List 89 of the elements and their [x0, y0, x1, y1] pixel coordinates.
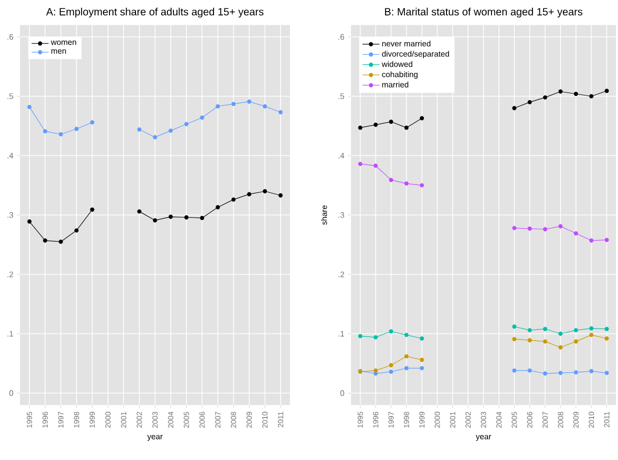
point [528, 368, 532, 373]
point [43, 129, 48, 134]
point [589, 238, 594, 243]
point [90, 120, 94, 124]
point [528, 328, 532, 332]
point [420, 336, 424, 341]
point [27, 219, 32, 224]
point [558, 224, 563, 228]
point [574, 231, 578, 236]
point [574, 339, 578, 344]
point [388, 329, 394, 334]
point [388, 178, 394, 182]
point [404, 181, 409, 186]
point [374, 122, 378, 127]
point [152, 218, 158, 222]
point [404, 332, 409, 338]
point [543, 371, 548, 376]
point [137, 127, 142, 132]
point [574, 328, 578, 332]
point [388, 370, 394, 374]
point [604, 336, 609, 341]
point [58, 132, 63, 136]
point [528, 338, 532, 342]
point [604, 238, 609, 242]
point [374, 368, 378, 373]
point [247, 99, 252, 104]
point [574, 92, 578, 96]
point [231, 197, 236, 202]
point [420, 183, 424, 188]
point [200, 216, 204, 220]
point [574, 370, 578, 374]
point [512, 226, 516, 230]
point [231, 102, 236, 106]
point [278, 193, 283, 198]
point [184, 215, 189, 220]
point [262, 189, 267, 194]
point [528, 226, 532, 231]
point [358, 162, 362, 166]
point [512, 324, 516, 329]
point [589, 326, 594, 330]
point [74, 228, 79, 233]
point [216, 104, 220, 108]
point [420, 366, 424, 370]
point [374, 164, 378, 168]
point [90, 208, 94, 212]
point [512, 336, 516, 342]
point [358, 334, 362, 338]
point [168, 214, 173, 219]
point [589, 332, 594, 338]
point [137, 209, 142, 214]
point [528, 100, 532, 104]
point [388, 120, 394, 124]
point [420, 116, 424, 120]
point [374, 335, 378, 340]
point [152, 135, 158, 140]
point [604, 88, 609, 93]
point [184, 122, 189, 126]
point [58, 240, 63, 244]
point [404, 126, 409, 130]
point [512, 106, 516, 110]
point [200, 116, 204, 120]
point [543, 339, 548, 344]
point [278, 110, 283, 114]
point [404, 366, 409, 370]
point [543, 326, 548, 332]
point [558, 370, 563, 376]
point [247, 192, 252, 196]
point [43, 238, 48, 243]
point [27, 104, 32, 110]
point [543, 227, 548, 232]
point [558, 345, 563, 350]
point [388, 363, 394, 368]
point [558, 332, 563, 336]
point [216, 205, 220, 210]
point [604, 370, 609, 376]
point [420, 358, 424, 362]
chart-title: A: Employment share of adults aged 15+ years [46, 8, 264, 18]
point [589, 94, 594, 98]
point [543, 95, 548, 100]
point [589, 369, 594, 374]
point [558, 89, 563, 94]
point [604, 326, 609, 332]
point [512, 368, 516, 373]
point [262, 104, 267, 108]
point [404, 354, 409, 358]
point [74, 126, 79, 131]
chart-title: B: Marital status of women aged 15+ years [385, 8, 582, 18]
point [358, 126, 362, 130]
point [168, 128, 173, 133]
